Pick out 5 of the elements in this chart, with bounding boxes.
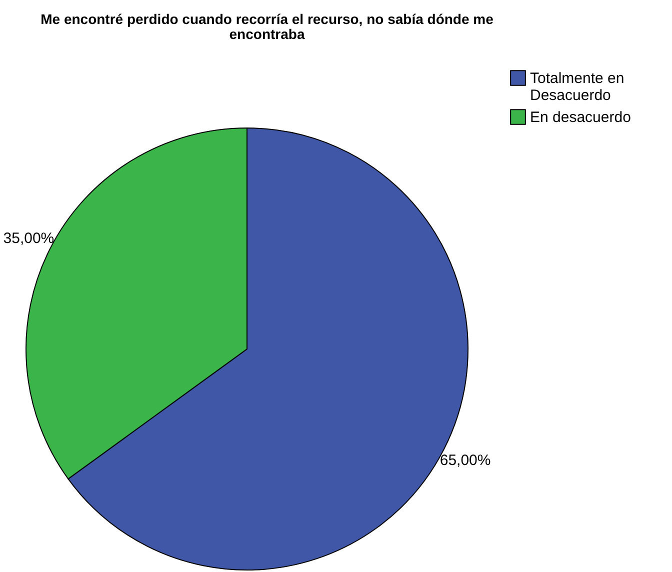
data-label: 65,00% xyxy=(440,452,491,470)
legend-label: En desacuerdo xyxy=(530,109,631,126)
data-label: 35,00% xyxy=(3,230,54,247)
chart-title: Me encontré perdido cuando recorría el recurso, no sabía dónde me encontraba xyxy=(40,11,494,42)
legend-label: Totalmente en Desacuerdo xyxy=(530,70,624,104)
